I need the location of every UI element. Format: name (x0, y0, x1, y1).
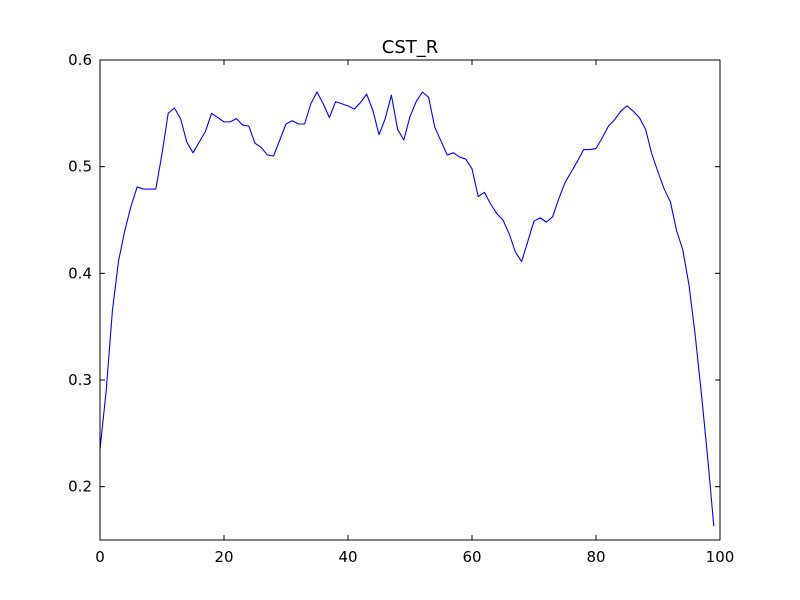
y-tick-label: 0.5 (68, 158, 92, 176)
series-layer (99, 91, 715, 527)
y-tick-label: 0.2 (68, 478, 92, 496)
y-tick-label: 0.3 (68, 371, 92, 389)
chart-title: CST_R (382, 37, 439, 58)
x-tick-label: 20 (214, 548, 233, 566)
plot-frame (99, 59, 721, 541)
x-tick-label: 0 (95, 548, 105, 566)
x-tick-label: 80 (586, 548, 605, 566)
x-tick-label: 60 (462, 548, 481, 566)
plot-area (100, 60, 720, 540)
y-tick-label: 0.4 (68, 264, 92, 282)
x-tick-label: 100 (706, 548, 735, 566)
x-tick-label: 40 (338, 548, 357, 566)
axis-tick-labels: 0 20 40 60 80 100 0.2 0.3 0.4 0.5 0.6 (68, 51, 734, 566)
series-line (99, 91, 715, 527)
y-tick-label: 0.6 (68, 51, 92, 69)
